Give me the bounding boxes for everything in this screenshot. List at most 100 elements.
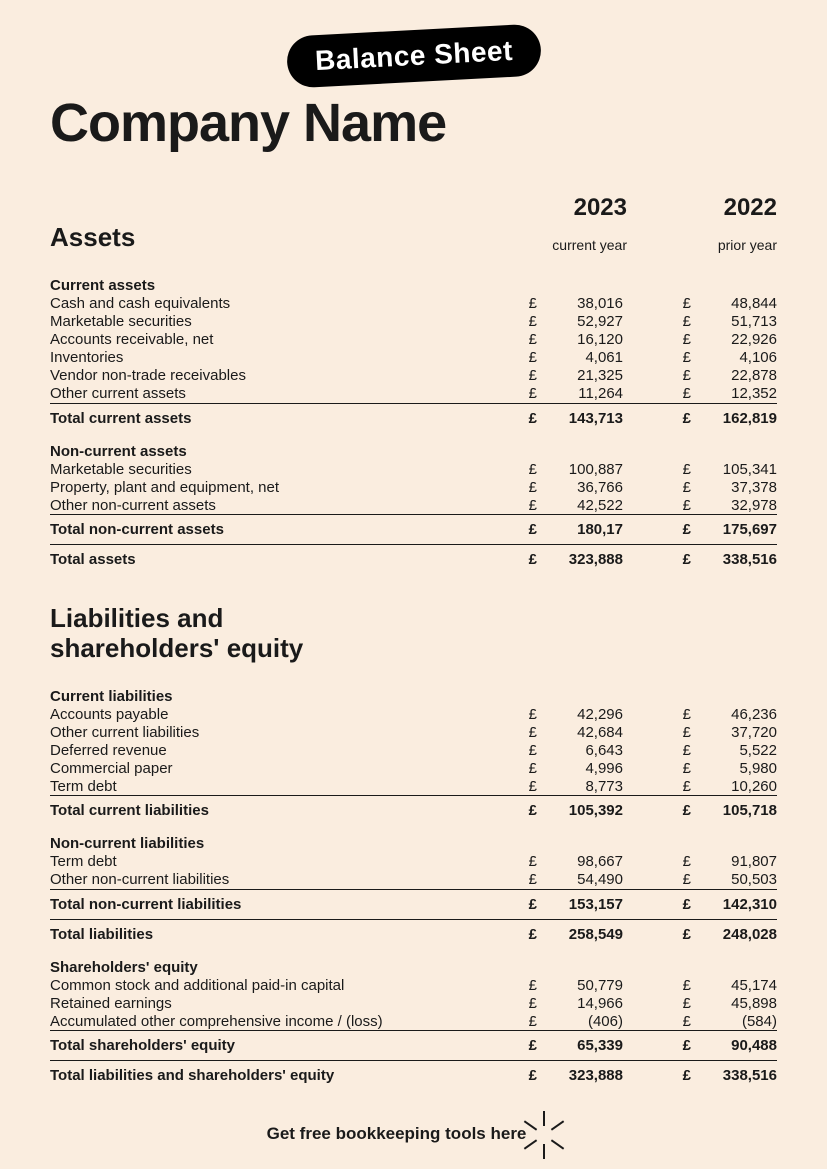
table-row: Current assets — [50, 267, 777, 295]
table-row: Other current liabilities£42,684£37,720 — [50, 723, 777, 741]
currency-symbol: £ — [669, 705, 697, 723]
currency-symbol: £ — [669, 545, 697, 575]
value-prior: 90,488 — [697, 1031, 777, 1061]
table-row: Total liabilities and shareholders' equi… — [50, 1061, 777, 1091]
row-label: Accounts receivable, net — [50, 331, 515, 349]
currency-symbol: £ — [515, 705, 543, 723]
value-prior: 10,260 — [697, 777, 777, 796]
table-row: Other current assets£11,264£12,352 — [50, 385, 777, 404]
value-current: 143,713 — [543, 403, 623, 433]
currency-symbol: £ — [515, 777, 543, 796]
currency-symbol: £ — [669, 331, 697, 349]
currency-symbol: £ — [515, 496, 543, 515]
value-current: 38,016 — [543, 295, 623, 313]
row-label: Deferred revenue — [50, 741, 515, 759]
table-row: Deferred revenue£6,643£5,522 — [50, 741, 777, 759]
row-label: Total liabilities and shareholders' equi… — [50, 1061, 515, 1091]
currency-symbol: £ — [515, 460, 543, 478]
value-current: 14,966 — [543, 994, 623, 1012]
value-current: 180,17 — [543, 515, 623, 545]
currency-symbol: £ — [669, 994, 697, 1012]
currency-symbol: £ — [515, 295, 543, 313]
currency-symbol: £ — [515, 313, 543, 331]
currency-symbol: £ — [515, 759, 543, 777]
table-row: Total non-current liabilities£153,157£14… — [50, 889, 777, 919]
row-label: Commercial paper — [50, 759, 515, 777]
value-prior: 142,310 — [697, 889, 777, 919]
liabilities-title: Liabilities and shareholders' equity — [50, 604, 777, 664]
row-label: Total liabilities — [50, 919, 515, 949]
table-row: Accounts receivable, net£16,120£22,926 — [50, 331, 777, 349]
table-row: Shareholders' equity — [50, 949, 777, 977]
value-prior: 248,028 — [697, 919, 777, 949]
value-prior: 12,352 — [697, 385, 777, 404]
value-current: 4,061 — [543, 349, 623, 367]
footer-link[interactable]: Get free bookkeeping tools here — [267, 1124, 561, 1144]
table-row: Inventories£4,061£4,106 — [50, 349, 777, 367]
value-current: (406) — [543, 1012, 623, 1031]
currency-symbol: £ — [669, 919, 697, 949]
currency-symbol: £ — [669, 367, 697, 385]
table-row: Common stock and additional paid-in capi… — [50, 976, 777, 994]
table-row: Total current assets£143,713£162,819 — [50, 403, 777, 433]
assets-title: Assets — [50, 222, 477, 253]
value-prior: (584) — [697, 1012, 777, 1031]
footer-text: Get free bookkeeping tools here — [267, 1124, 527, 1143]
currency-symbol: £ — [669, 723, 697, 741]
row-label: Property, plant and equipment, net — [50, 478, 515, 496]
currency-symbol: £ — [669, 1012, 697, 1031]
value-prior: 338,516 — [697, 545, 777, 575]
group-heading: Non-current assets — [50, 433, 777, 461]
row-label: Accumulated other comprehensive income /… — [50, 1012, 515, 1031]
currency-symbol: £ — [515, 889, 543, 919]
value-current: 36,766 — [543, 478, 623, 496]
currency-symbol: £ — [669, 460, 697, 478]
currency-symbol: £ — [669, 871, 697, 890]
row-label: Total shareholders' equity — [50, 1031, 515, 1061]
group-heading: Non-current liabilities — [50, 825, 777, 853]
row-label: Vendor non-trade receivables — [50, 367, 515, 385]
currency-symbol: £ — [515, 723, 543, 741]
row-label: Total non-current assets — [50, 515, 515, 545]
table-row: Term debt£98,667£91,807 — [50, 853, 777, 871]
company-name: Company Name — [50, 92, 777, 154]
value-current: 42,522 — [543, 496, 623, 515]
table-row: Marketable securities£52,927£51,713 — [50, 313, 777, 331]
currency-symbol: £ — [669, 1061, 697, 1091]
currency-symbol: £ — [669, 759, 697, 777]
currency-symbol: £ — [515, 871, 543, 890]
value-prior: 91,807 — [697, 853, 777, 871]
row-label: Other current liabilities — [50, 723, 515, 741]
value-current: 54,490 — [543, 871, 623, 890]
currency-symbol: £ — [515, 919, 543, 949]
currency-symbol: £ — [515, 853, 543, 871]
currency-symbol: £ — [669, 403, 697, 433]
value-prior: 37,378 — [697, 478, 777, 496]
row-label: Total assets — [50, 545, 515, 575]
value-prior: 37,720 — [697, 723, 777, 741]
year-prior-sub: prior year — [627, 237, 777, 253]
currency-symbol: £ — [669, 853, 697, 871]
liabilities-table: Current liabilitiesAccounts payable£42,2… — [50, 678, 777, 1091]
value-prior: 105,718 — [697, 796, 777, 826]
currency-symbol: £ — [669, 796, 697, 826]
value-prior: 32,978 — [697, 496, 777, 515]
value-current: 65,339 — [543, 1031, 623, 1061]
value-current: 11,264 — [543, 385, 623, 404]
value-current: 258,549 — [543, 919, 623, 949]
footer-container: Get free bookkeeping tools here — [50, 1124, 777, 1144]
row-label: Other non-current liabilities — [50, 871, 515, 890]
value-prior: 22,926 — [697, 331, 777, 349]
table-row: Vendor non-trade receivables£21,325£22,8… — [50, 367, 777, 385]
badge-container: Balance Sheet — [50, 30, 777, 82]
currency-symbol: £ — [669, 515, 697, 545]
currency-symbol: £ — [669, 385, 697, 404]
currency-symbol: £ — [669, 349, 697, 367]
value-current: 323,888 — [543, 1061, 623, 1091]
currency-symbol: £ — [669, 478, 697, 496]
currency-symbol: £ — [515, 994, 543, 1012]
row-label: Common stock and additional paid-in capi… — [50, 976, 515, 994]
currency-symbol: £ — [515, 331, 543, 349]
group-heading: Current assets — [50, 267, 777, 295]
currency-symbol: £ — [515, 741, 543, 759]
